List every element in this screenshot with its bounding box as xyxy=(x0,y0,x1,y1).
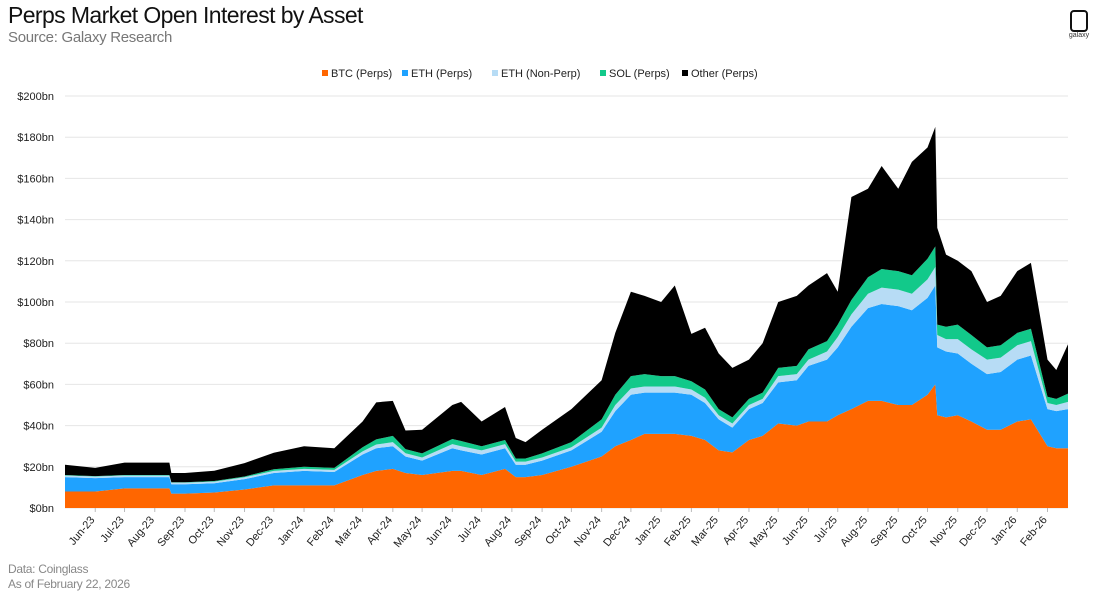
x-tick-label: Jan-24 xyxy=(276,514,307,547)
chart-subtitle: Source: Galaxy Research xyxy=(8,29,173,46)
x-tick-label: Nov-23 xyxy=(215,514,247,549)
x-tick-label: Oct-23 xyxy=(186,514,216,547)
x-tick-label: Aug-23 xyxy=(125,514,157,549)
x-tick-label: May-25 xyxy=(748,514,781,550)
x-tick-label: Sep-23 xyxy=(155,514,187,549)
x-tick-label: May-24 xyxy=(392,514,425,550)
legend-label: ETH (Non-Perp) xyxy=(501,68,580,80)
x-tick-label: Jun-25 xyxy=(780,514,811,547)
area-eth-perps xyxy=(65,285,1068,494)
y-tick-label: $160bn xyxy=(17,173,54,185)
y-tick-label: $80bn xyxy=(23,338,54,350)
x-tick-label: Mar-25 xyxy=(689,514,721,548)
legend-label: BTC (Perps) xyxy=(331,68,392,80)
y-tick-label: $100bn xyxy=(17,297,54,309)
y-tick-label: $0bn xyxy=(30,503,54,515)
legend-item: ETH (Perps) xyxy=(402,68,472,80)
x-tick-label: Sep-25 xyxy=(869,514,901,549)
galaxy-logo: galaxy xyxy=(1064,10,1094,39)
y-tick-label: $40bn xyxy=(23,421,54,433)
x-tick-label: Jul-24 xyxy=(455,514,483,545)
x-tick-label: Jun-23 xyxy=(67,514,98,547)
as-of-note: As of February 22, 2026 xyxy=(8,577,130,591)
x-tick-label: Oct-24 xyxy=(543,514,573,547)
legend-label: Other (Perps) xyxy=(691,68,758,80)
galaxy-logo-icon xyxy=(1070,10,1088,32)
data-source-note: Data: Coinglass xyxy=(8,562,89,576)
x-tick-label: Jul-23 xyxy=(98,514,126,545)
legend-swatch xyxy=(402,70,408,76)
x-tick-label: Feb-25 xyxy=(662,514,694,548)
x-tick-label: Nov-25 xyxy=(928,514,960,549)
x-tick-label: Nov-24 xyxy=(572,514,604,549)
logo-text: galaxy xyxy=(1068,32,1090,39)
legend-item: ETH (Non-Perp) xyxy=(492,68,580,80)
legend-item: Other (Perps) xyxy=(682,68,758,80)
legend-swatch xyxy=(682,70,688,76)
y-tick-label: $60bn xyxy=(23,379,54,391)
x-tick-label: Mar-24 xyxy=(333,514,365,548)
y-tick-label: $20bn xyxy=(23,462,54,474)
x-tick-label: Jun-24 xyxy=(424,514,455,547)
legend-item: SOL (Perps) xyxy=(600,68,670,80)
legend-swatch xyxy=(492,70,498,76)
y-tick-label: $140bn xyxy=(17,215,54,227)
x-tick-label: Dec-23 xyxy=(244,514,276,549)
x-tick-label: Feb-26 xyxy=(1018,514,1050,548)
legend-label: ETH (Perps) xyxy=(411,68,472,80)
x-tick-label: Feb-24 xyxy=(305,514,337,548)
y-tick-label: $180bn xyxy=(17,132,54,144)
chart-title: Perps Market Open Interest by Asset xyxy=(8,2,363,28)
x-tick-label: Sep-24 xyxy=(512,514,544,549)
legend-swatch xyxy=(322,70,328,76)
x-tick-label: Dec-24 xyxy=(601,514,633,549)
legend-label: SOL (Perps) xyxy=(609,68,670,80)
x-tick-label: Jan-26 xyxy=(989,514,1020,547)
x-tick-label: Oct-25 xyxy=(899,514,929,547)
legend-swatch xyxy=(600,70,606,76)
x-tick-label: Jul-25 xyxy=(812,514,840,545)
x-tick-label: Aug-24 xyxy=(482,514,514,549)
x-tick-label: Jan-25 xyxy=(633,514,664,547)
x-tick-label: Dec-25 xyxy=(957,514,989,549)
area-btc-perps xyxy=(65,384,1068,508)
y-tick-label: $200bn xyxy=(17,91,54,103)
legend-item: BTC (Perps) xyxy=(322,68,392,80)
x-tick-label: Aug-25 xyxy=(838,514,870,549)
y-tick-label: $120bn xyxy=(17,256,54,268)
